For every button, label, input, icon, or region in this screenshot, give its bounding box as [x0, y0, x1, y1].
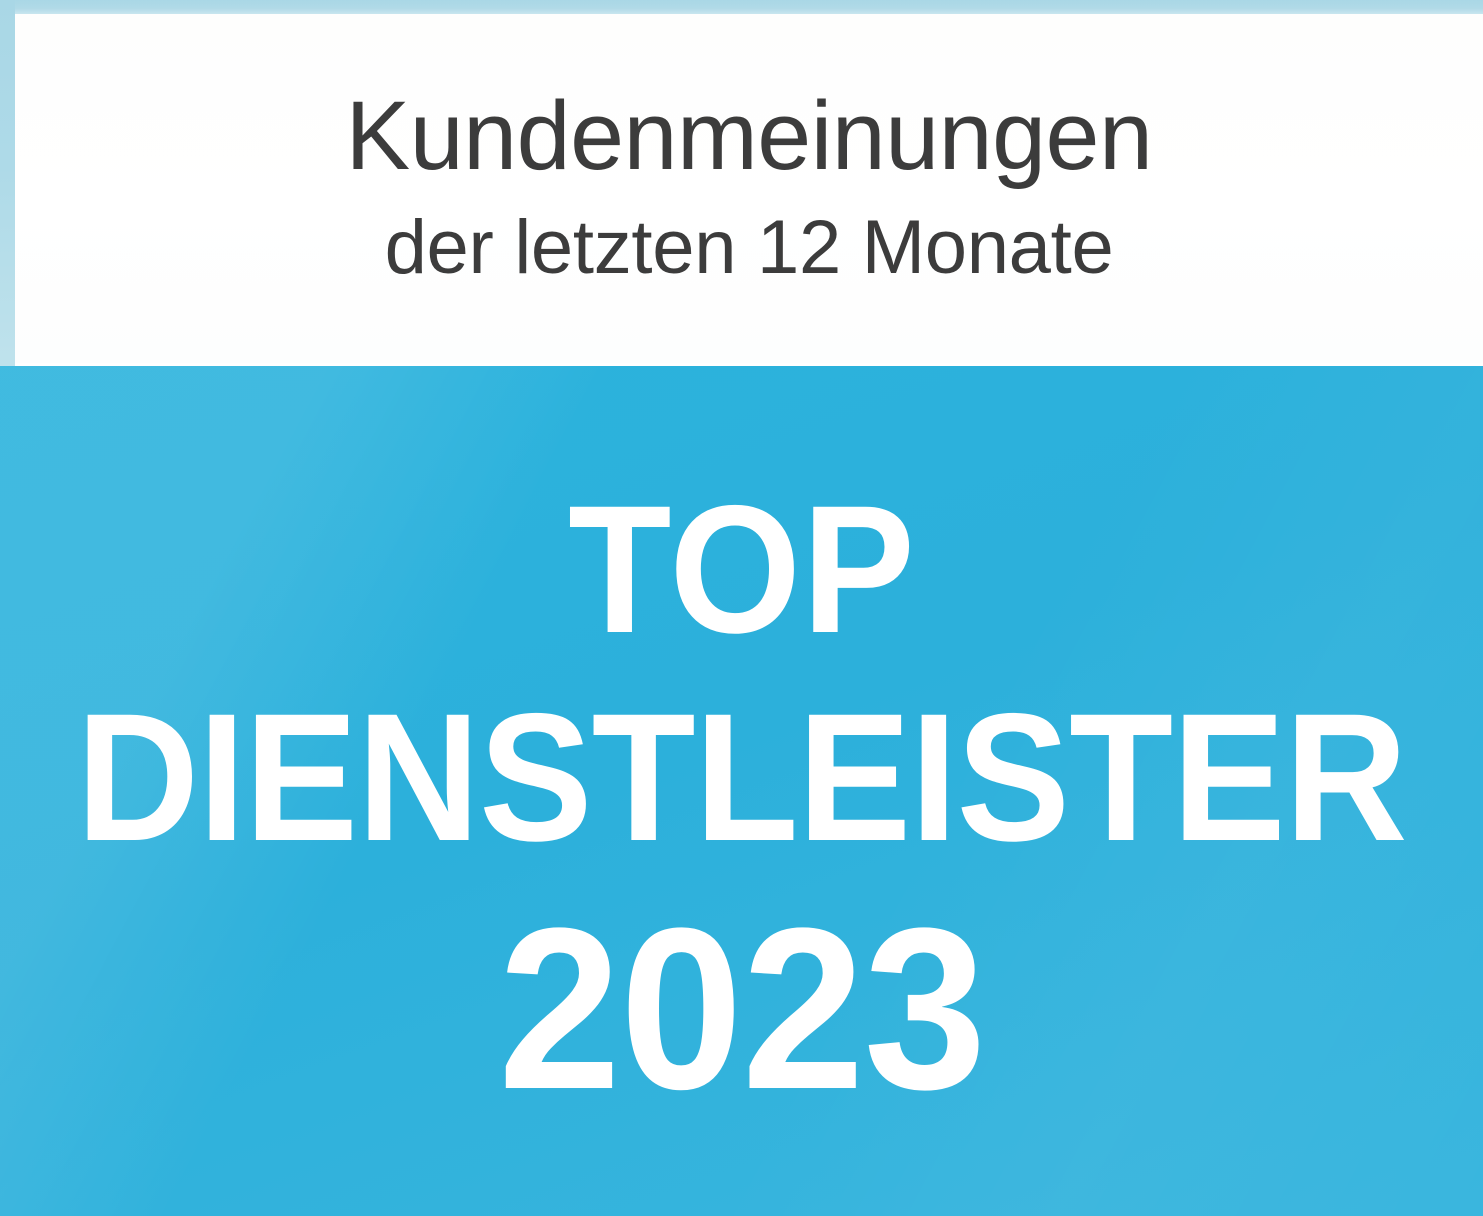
frame-left-edge	[0, 0, 15, 366]
award-year-label: 2023	[497, 880, 986, 1137]
page-title: Kundenmeinungen	[345, 81, 1153, 190]
frame-top-edge	[0, 0, 1483, 14]
page-subtitle: der letzten 12 Monate	[384, 205, 1114, 290]
award-category-label: DIENSTLEISTER	[76, 675, 1407, 879]
award-panel: TOP DIENSTLEISTER 2023	[0, 366, 1483, 1216]
header-card: Kundenmeinungen der letzten 12 Monate	[15, 14, 1483, 363]
award-prefix-label: TOP	[567, 467, 916, 671]
award-text-stack: TOP DIENSTLEISTER 2023	[0, 366, 1483, 1216]
